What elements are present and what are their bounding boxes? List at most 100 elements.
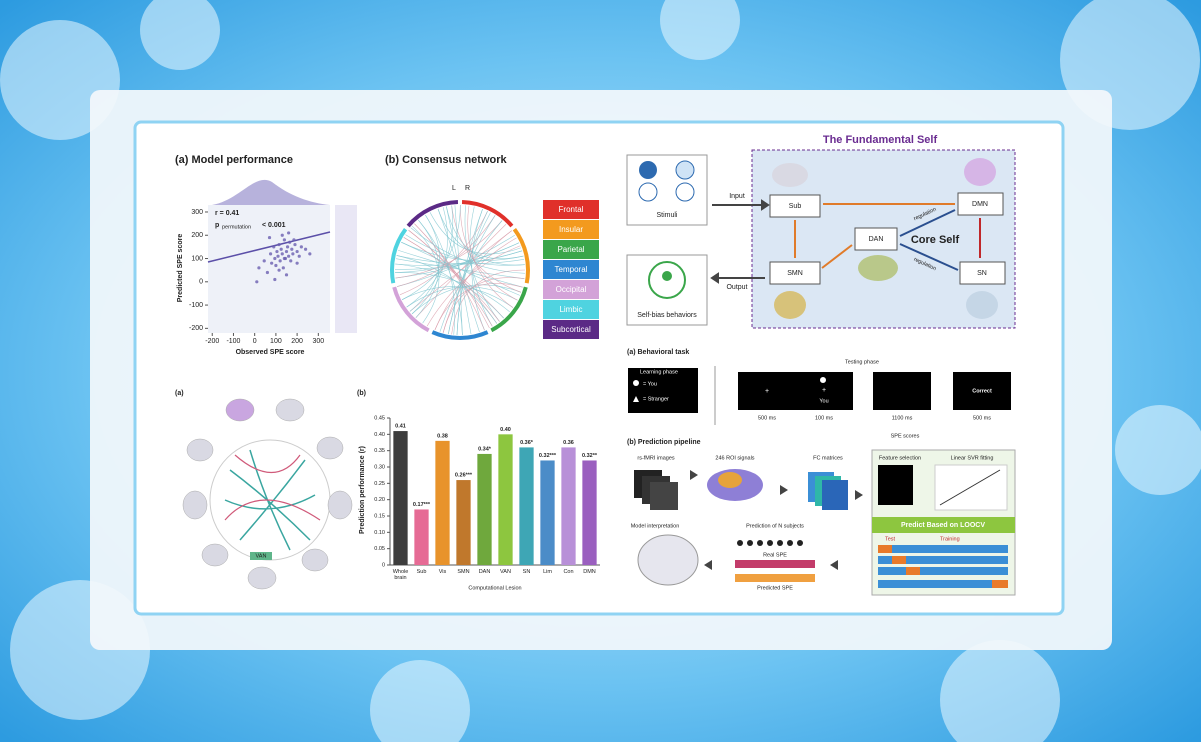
legend-label: Subcortical bbox=[551, 325, 591, 334]
y-axis-label: Predicted SPE score bbox=[177, 234, 184, 303]
legend-swatch bbox=[543, 240, 599, 259]
chord bbox=[454, 205, 463, 335]
scatter-point bbox=[297, 254, 301, 258]
fixation-1: + bbox=[765, 388, 769, 395]
y-tick-label: 0.10 bbox=[374, 530, 385, 536]
scatter-point bbox=[299, 245, 303, 249]
scatter-point bbox=[262, 259, 266, 263]
label-word: You bbox=[819, 398, 828, 404]
node-sn: SN bbox=[977, 270, 987, 277]
node-dan: DAN bbox=[869, 236, 884, 243]
node-smn: SMN bbox=[787, 270, 803, 277]
training-label: Training bbox=[940, 536, 960, 542]
left-label: L bbox=[452, 185, 456, 192]
legend: Frontal Insular Parietal Temporal Occipital L… bbox=[543, 200, 599, 339]
regression-line bbox=[207, 231, 331, 263]
y-tick-label: 0.25 bbox=[374, 481, 385, 487]
y-tick-label: 0.20 bbox=[374, 497, 385, 503]
x-tick-label: SN bbox=[523, 569, 531, 575]
x-tick-label: Whole brain bbox=[393, 569, 409, 581]
bar-value-label: 0.32*** bbox=[539, 453, 557, 459]
scatter-point bbox=[279, 247, 283, 251]
bar bbox=[414, 509, 429, 565]
bar bbox=[477, 453, 492, 565]
bar-value-label: 0.36* bbox=[520, 440, 534, 446]
ring-segment bbox=[390, 228, 408, 284]
marginal-density bbox=[212, 179, 330, 205]
x-tick-label: Sub bbox=[417, 569, 427, 575]
x-tick-label: SMN bbox=[457, 569, 469, 575]
scatter-point bbox=[295, 261, 299, 265]
y-tick-label: 200 bbox=[191, 232, 203, 239]
scatter-point bbox=[280, 252, 284, 256]
chord bbox=[396, 255, 525, 265]
self-title: The Fundamental Self bbox=[823, 134, 938, 146]
stimuli-box bbox=[626, 154, 708, 226]
legend-swatch bbox=[543, 220, 599, 239]
y-tick-label: 0.40 bbox=[374, 432, 385, 438]
chord bbox=[410, 227, 525, 274]
chord bbox=[426, 245, 521, 327]
step-prediction: Prediction of N subjects bbox=[746, 523, 804, 529]
bar bbox=[456, 480, 471, 565]
marginal-histogram bbox=[335, 205, 357, 333]
chord bbox=[467, 205, 514, 308]
x-tick-label: DAN bbox=[479, 569, 491, 575]
ring-segment bbox=[406, 200, 459, 228]
duration-4: 500 ms bbox=[973, 415, 991, 421]
scatter-point bbox=[272, 245, 276, 249]
bar bbox=[540, 460, 555, 565]
step-interpretation: Model interpretation bbox=[631, 523, 680, 529]
step-loocv: Predict Based on LOOCV bbox=[901, 522, 985, 529]
step-roi: 246 ROI signals bbox=[715, 455, 754, 461]
lesion-node: VAN bbox=[256, 553, 267, 559]
x-tick-label: 300 bbox=[312, 338, 324, 345]
scatter-point bbox=[304, 247, 308, 251]
y-tick-label: 100 bbox=[191, 255, 203, 262]
y-tick-label: -200 bbox=[189, 325, 203, 332]
chord bbox=[414, 223, 490, 329]
y-tick-label: -100 bbox=[189, 302, 203, 309]
legend-label: Occipital bbox=[556, 285, 587, 294]
scatter-point bbox=[308, 252, 312, 256]
scatter-point bbox=[281, 266, 285, 270]
y-tick-label: 0.35 bbox=[374, 448, 385, 454]
legend-label: Parietal bbox=[557, 245, 584, 254]
io-arrows bbox=[710, 199, 770, 284]
scatter-point bbox=[275, 249, 279, 254]
scatter-point bbox=[285, 245, 290, 249]
legend-swatch bbox=[543, 260, 599, 279]
network-title: (b) Consensus network bbox=[385, 154, 508, 166]
bar bbox=[435, 440, 450, 565]
x-tick-label: 0 bbox=[253, 338, 257, 345]
legend-swatch bbox=[543, 280, 599, 299]
x-tick-label: VAN bbox=[500, 569, 511, 575]
input-label: Input bbox=[729, 193, 745, 200]
legend-label: Insular bbox=[559, 225, 583, 234]
scatter-point bbox=[292, 238, 296, 242]
lesion-network bbox=[182, 398, 353, 590]
stimuli-label: Stimuli bbox=[656, 212, 677, 219]
pipeline-graphics bbox=[634, 449, 1016, 596]
feedback: Correct bbox=[972, 388, 992, 394]
bar-y-label: Prediction performance (r) bbox=[359, 446, 366, 534]
test-label: Test bbox=[885, 536, 896, 542]
stranger-shape bbox=[633, 396, 639, 402]
duration-1: 500 ms bbox=[758, 415, 776, 421]
y-tick-label: 0.45 bbox=[374, 415, 385, 421]
scatter-point bbox=[284, 249, 289, 254]
chord bbox=[434, 283, 523, 331]
stat-p-value: < 0.001 bbox=[262, 222, 286, 229]
y-tick-label: 300 bbox=[191, 209, 203, 216]
bar-value-label: 0.32** bbox=[582, 453, 598, 459]
x-tick-label: -200 bbox=[205, 338, 219, 345]
core-self: Core Self bbox=[911, 234, 960, 246]
y-tick-label: 0.05 bbox=[374, 546, 385, 552]
legend-label: Frontal bbox=[559, 205, 584, 214]
fixation-2: + bbox=[822, 387, 826, 394]
bar-value-label: 0.41 bbox=[395, 424, 406, 430]
scatter-point bbox=[265, 270, 270, 275]
scatter-point bbox=[293, 242, 297, 247]
ring-segment bbox=[512, 228, 530, 284]
